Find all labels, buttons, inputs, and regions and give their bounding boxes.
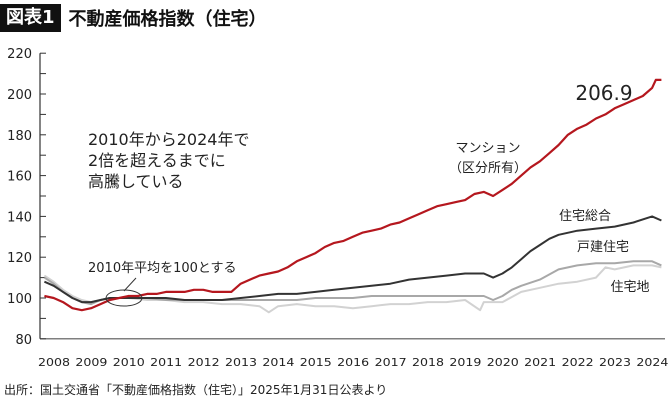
y-tick-label: 200 bbox=[7, 88, 32, 103]
end-value-label: 206.9 bbox=[575, 81, 632, 105]
x-tick-label: 2015 bbox=[300, 356, 332, 369]
x-tick-label: 2020 bbox=[487, 356, 519, 369]
y-tick-label: 100 bbox=[7, 292, 32, 307]
series-line-total bbox=[43, 215, 662, 304]
x-tick-label: 2021 bbox=[524, 356, 556, 369]
x-tick-label: 2012 bbox=[188, 356, 220, 369]
x-tick-label: 2016 bbox=[337, 356, 369, 369]
series-line-mansion bbox=[44, 78, 662, 312]
title-row: 図表1 不動産価格指数（住宅） bbox=[0, 4, 267, 32]
series-label: マンション bbox=[455, 141, 520, 156]
x-tick-label: 2022 bbox=[562, 356, 594, 369]
x-tick-label: 2009 bbox=[75, 356, 107, 369]
series-label: 住宅地 bbox=[610, 280, 649, 295]
x-tick-label: 2008 bbox=[38, 356, 70, 369]
y-tick-label: 140 bbox=[7, 210, 32, 225]
x-tick-label: 2018 bbox=[412, 356, 444, 369]
x-tick-label: 2010 bbox=[113, 356, 145, 369]
x-tick-label: 2013 bbox=[225, 356, 257, 369]
leader-line bbox=[123, 277, 137, 292]
chart-title: 不動産価格指数（住宅） bbox=[68, 9, 267, 30]
series-label: 住宅総合 bbox=[559, 209, 611, 224]
source-note: 出所：国土交通省「不動産価格指数（住宅）」2025年1月31日公表より bbox=[4, 383, 388, 397]
y-tick-label: 220 bbox=[7, 47, 32, 62]
headline-annotation: 2倍を超えるまでに bbox=[88, 151, 226, 170]
series-label: （区分所有） bbox=[449, 161, 527, 176]
base-note: 2010年平均を100とする bbox=[88, 261, 237, 276]
x-tick-label: 2019 bbox=[449, 356, 481, 369]
base-year-ellipse bbox=[105, 289, 143, 307]
headline-annotation: 高騰している bbox=[88, 172, 184, 191]
y-tick-label: 160 bbox=[7, 170, 32, 185]
x-tick-label: 2023 bbox=[599, 356, 631, 369]
y-tick-label: 80 bbox=[15, 333, 32, 348]
headline-annotation: 2010年から2024年で bbox=[88, 130, 249, 149]
x-tick-label: 2017 bbox=[375, 356, 407, 369]
x-tick-label: 2024 bbox=[636, 356, 668, 369]
y-tick-label: 120 bbox=[7, 251, 32, 266]
figure-badge: 図表1 bbox=[0, 4, 61, 32]
x-tick-label: 2011 bbox=[150, 356, 182, 369]
x-tick-label: 2014 bbox=[262, 356, 294, 369]
series-label: 戸建住宅 bbox=[577, 240, 629, 255]
y-tick-label: 180 bbox=[7, 129, 32, 144]
